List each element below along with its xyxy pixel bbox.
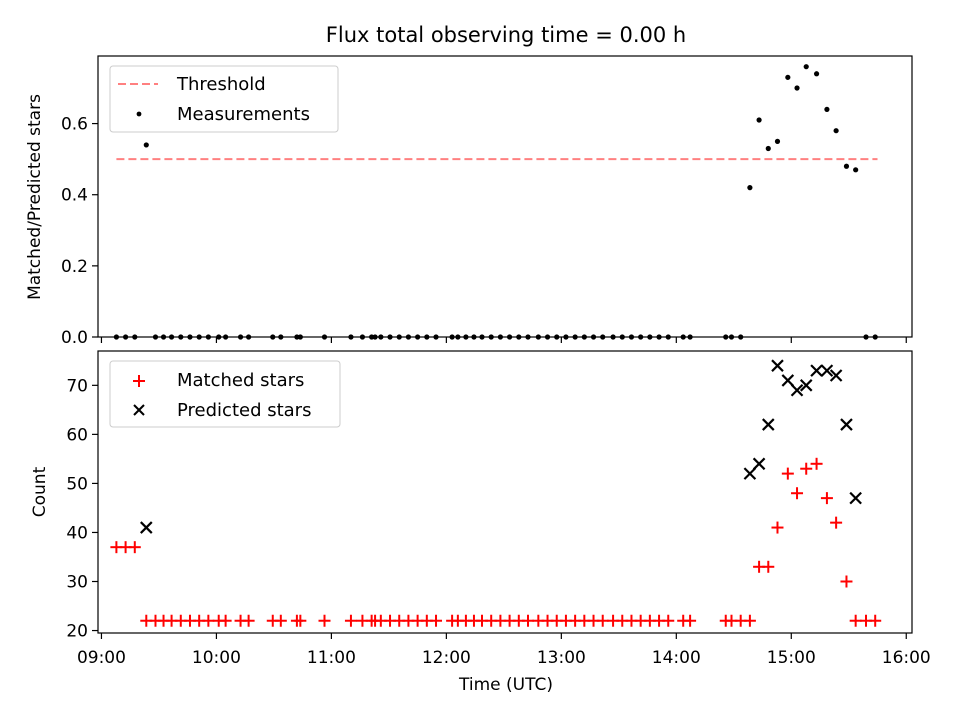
matched-stars-point: [318, 614, 331, 627]
chart-title: Flux total observing time = 0.00 h: [326, 23, 686, 47]
matched-stars-point: [849, 614, 862, 627]
measurement-point: [813, 71, 820, 77]
legend-threshold-label: Threshold: [176, 74, 266, 95]
y-tick-label: 60: [66, 425, 88, 445]
y-tick-label: 50: [66, 474, 88, 494]
predicted-stars-point: [849, 491, 862, 505]
matched-stars-point: [781, 467, 794, 480]
x-tick-label: 13:00: [537, 648, 586, 668]
matched-stars-point: [800, 462, 813, 475]
x-tick-label: 10:00: [192, 648, 241, 668]
matched-stars-point: [219, 614, 232, 627]
matched-stars-point: [743, 614, 756, 627]
x-tick-label: 15:00: [767, 648, 816, 668]
y-tick-label: 0.6: [61, 115, 88, 135]
y-tick-label: 40: [66, 523, 88, 543]
matched-stars-point: [830, 516, 843, 529]
x-tick-label: 11:00: [307, 648, 356, 668]
count-legend: Matched stars Predicted stars: [109, 360, 341, 428]
x-tick-label: 12:00: [422, 648, 471, 668]
count-legend-box: [109, 360, 341, 428]
predicted-stars-point: [743, 467, 757, 480]
y-tick-label: 20: [66, 622, 88, 642]
predicted-stars-point: [829, 369, 843, 382]
ratio-y-axis-label: Matched/Predicted stars: [25, 94, 45, 300]
matched-stars-point: [840, 575, 853, 588]
matched-stars-point: [344, 614, 357, 627]
predicted-stars-point: [790, 383, 804, 397]
matched-stars-point: [202, 614, 215, 627]
measurement-point: [833, 128, 839, 134]
predicted-stars-point: [771, 359, 784, 372]
measurement-point: [747, 185, 753, 191]
matched-stars-point: [762, 560, 775, 573]
y-tick-label: 0.0: [61, 328, 88, 348]
matched-stars-point: [294, 614, 307, 627]
measurement-point: [143, 142, 149, 148]
legend-predicted-swatch: [133, 404, 145, 416]
y-tick-label: 0.4: [61, 186, 88, 206]
ratio-panel: 0.0 0.2 0.4 0.6 Matched/Predicted stars Thr…: [25, 55, 913, 348]
legend-matched-swatch: [133, 375, 145, 387]
count-panel-frame: [97, 350, 913, 634]
matched-stars-point: [791, 487, 804, 500]
matched-stars-point: [684, 614, 697, 627]
legend-matched-label: Matched stars: [177, 370, 304, 391]
x-tick-label: 14:00: [652, 648, 701, 668]
matched-stars-point: [869, 614, 882, 627]
predicted-stars-point: [820, 364, 834, 377]
matched-stars-point: [274, 614, 287, 627]
predicted-stars-point: [840, 418, 853, 431]
count-panel: 20 30 40 50 60 70 09:00 10:00 11:00 12:00 13:00 14:…: [30, 350, 931, 695]
x-tick-label: 09:00: [77, 648, 126, 668]
ratio-legend: Threshold Measurements: [109, 65, 339, 133]
ratio-legend-box: [109, 65, 339, 133]
matched-stars-point: [820, 492, 833, 505]
matched-stars-point: [810, 457, 823, 470]
ratio-panel-frame: [97, 55, 913, 338]
legend-measurements-label: Measurements: [177, 104, 310, 125]
y-tick-label: 70: [66, 376, 88, 396]
measurement-point: [853, 167, 859, 173]
predicted-stars-point: [752, 457, 766, 471]
predicted-stars-point: [781, 374, 795, 387]
measurement-point: [843, 163, 850, 169]
measurement-point: [794, 85, 800, 91]
x-axis-label: Time (UTC): [458, 675, 553, 695]
measurement-point: [803, 64, 809, 70]
measurement-point: [785, 74, 791, 80]
x-tick-label: 16:00: [882, 648, 931, 668]
legend-measurements-swatch: [136, 111, 142, 117]
predicted-stars-point: [810, 364, 823, 377]
measurement-point: [756, 117, 762, 123]
measurement-point: [824, 106, 830, 112]
matched-stars-point: [662, 614, 675, 627]
y-tick-label: 30: [66, 573, 88, 593]
predicted-stars-point: [140, 521, 153, 534]
matched-stars-point: [430, 614, 443, 627]
y-tick-label: 0.2: [61, 257, 88, 277]
matched-stars-point: [128, 541, 141, 554]
count-y-axis-label: Count: [30, 466, 50, 517]
matched-stars-point: [242, 614, 255, 627]
measurement-point: [774, 138, 781, 144]
matched-stars-point: [596, 614, 609, 627]
matched-stars-point: [521, 614, 534, 627]
legend-predicted-label: Predicted stars: [177, 400, 311, 421]
matched-stars-point: [771, 521, 784, 534]
measurement-point: [765, 145, 771, 152]
predicted-stars-point: [762, 418, 775, 431]
predicted-stars-point: [799, 379, 813, 392]
